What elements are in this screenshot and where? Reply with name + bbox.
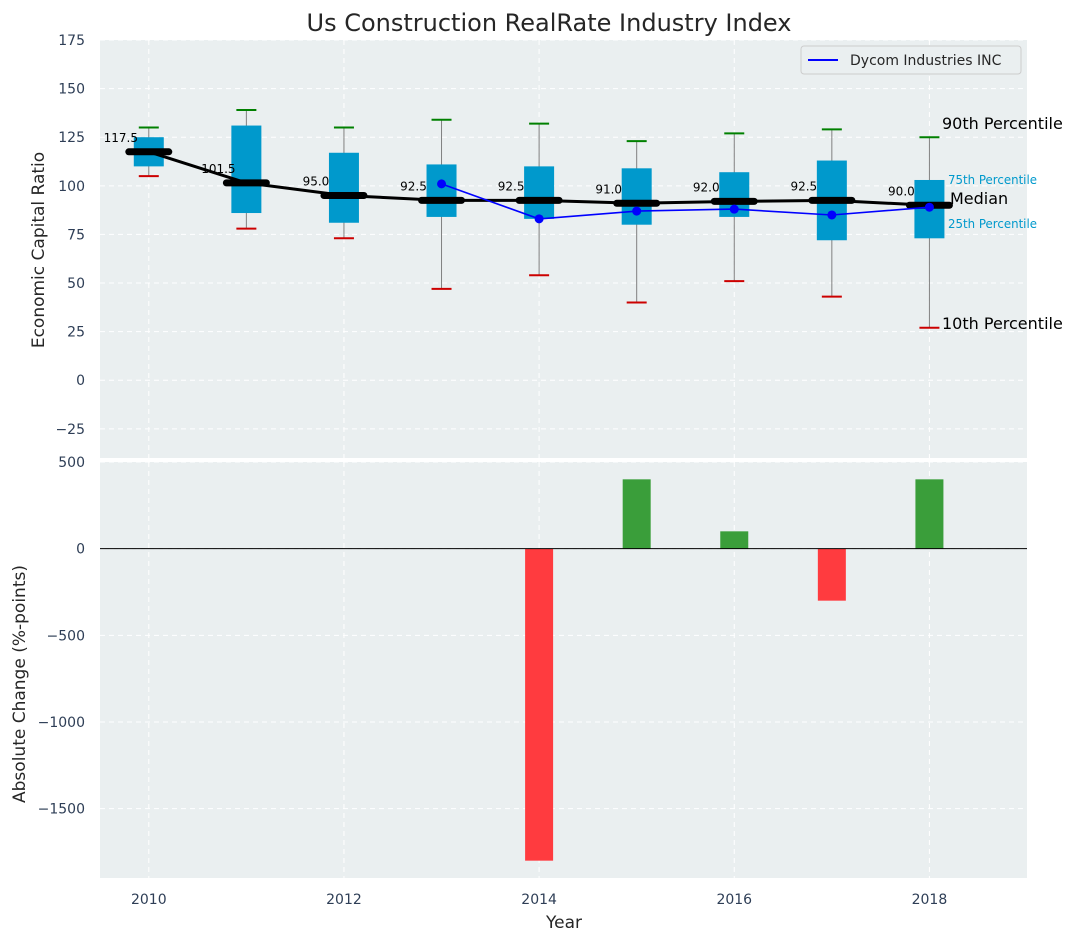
change-bar — [817, 548, 846, 601]
top-y-tick-label: 175 — [58, 33, 85, 49]
top-panel-background — [100, 40, 1027, 458]
bottom-panel-background — [100, 462, 1027, 878]
legend: Dycom Industries INC — [800, 45, 1022, 75]
x-tick-label: 2018 — [912, 892, 948, 908]
x-tick-label: 2010 — [131, 892, 167, 908]
top-y-tick-labels: −25 0 25 50 75 100 125 150 175 — [55, 33, 85, 438]
median-value-label: 101.5 — [201, 162, 235, 176]
iqr-box — [621, 168, 652, 225]
top-y-axis-label: Economic Capital Ratio — [29, 152, 49, 348]
change-bar — [525, 548, 554, 861]
x-tick-label: 2014 — [521, 892, 557, 908]
dycom-series — [437, 179, 934, 224]
median-value-label: 117.5 — [104, 131, 138, 145]
change-bars — [525, 479, 944, 861]
series-point — [632, 206, 642, 216]
x-tick-label: 2016 — [716, 892, 752, 908]
x-tick-labels: 2010 2012 2014 2016 2018 — [131, 892, 947, 908]
change-bar — [915, 479, 944, 549]
change-bar — [720, 531, 749, 549]
iqr-box — [426, 164, 457, 217]
top-y-tick-label: 75 — [67, 227, 85, 243]
annotation-75th: 75th Percentile — [948, 173, 1037, 187]
series-point — [827, 210, 837, 220]
median-value-labels: 117.5 101.5 95.0 92.5 92.5 91.0 92.0 92.5 90.0 — [104, 131, 915, 198]
x-tick-label: 2012 — [326, 892, 362, 908]
top-y-tick-label: 50 — [67, 276, 85, 292]
x-axis-label: Year — [545, 913, 582, 933]
median-value-label: 90.0 — [888, 184, 915, 198]
bottom-y-tick-label: 500 — [58, 455, 85, 471]
bottom-y-axis-label: Absolute Change (%-points) — [10, 565, 30, 803]
bottom-y-tick-label: −1500 — [38, 802, 85, 818]
annotation-10th: 10th Percentile — [942, 314, 1063, 333]
series-point — [437, 179, 447, 189]
annotation-median: Median — [950, 189, 1008, 208]
top-y-tick-label: 100 — [58, 179, 85, 195]
median-value-label: 95.0 — [303, 175, 330, 189]
bottom-y-tick-label: 0 — [76, 542, 85, 558]
median-value-label: 91.0 — [595, 182, 622, 196]
legend-box — [800, 45, 1022, 75]
median-value-label: 92.0 — [693, 180, 720, 194]
bottom-y-tick-label: −500 — [47, 628, 85, 644]
percentile-annotations: 90th Percentile 75th Percentile Median 2… — [942, 114, 1063, 333]
annotation-25th: 25th Percentile — [948, 217, 1037, 231]
top-y-tick-label: 125 — [58, 130, 85, 146]
series-line — [441, 183, 930, 220]
top-y-tick-label: −25 — [55, 422, 85, 438]
bottom-y-tick-labels: −1500 −1000 −500 0 500 — [38, 455, 85, 818]
iqr-box — [524, 166, 555, 219]
top-y-tick-label: 0 — [76, 373, 85, 389]
median-value-label: 92.5 — [498, 179, 525, 193]
series-point — [729, 204, 739, 214]
annotation-90th: 90th Percentile — [942, 114, 1063, 133]
median-value-label: 92.5 — [790, 179, 817, 193]
legend-label-dycom: Dycom Industries INC — [850, 53, 1002, 69]
iqr-box — [328, 152, 359, 223]
top-y-tick-label: 150 — [58, 82, 85, 98]
series-point — [534, 214, 544, 224]
bottom-y-tick-label: −1000 — [38, 715, 85, 731]
top-y-tick-label: 25 — [67, 325, 85, 341]
iqr-box — [231, 125, 262, 214]
chart-title: Us Construction RealRate Industry Index — [307, 9, 792, 37]
series-point — [924, 202, 934, 212]
median-value-label: 92.5 — [400, 179, 427, 193]
change-bar — [622, 479, 651, 549]
